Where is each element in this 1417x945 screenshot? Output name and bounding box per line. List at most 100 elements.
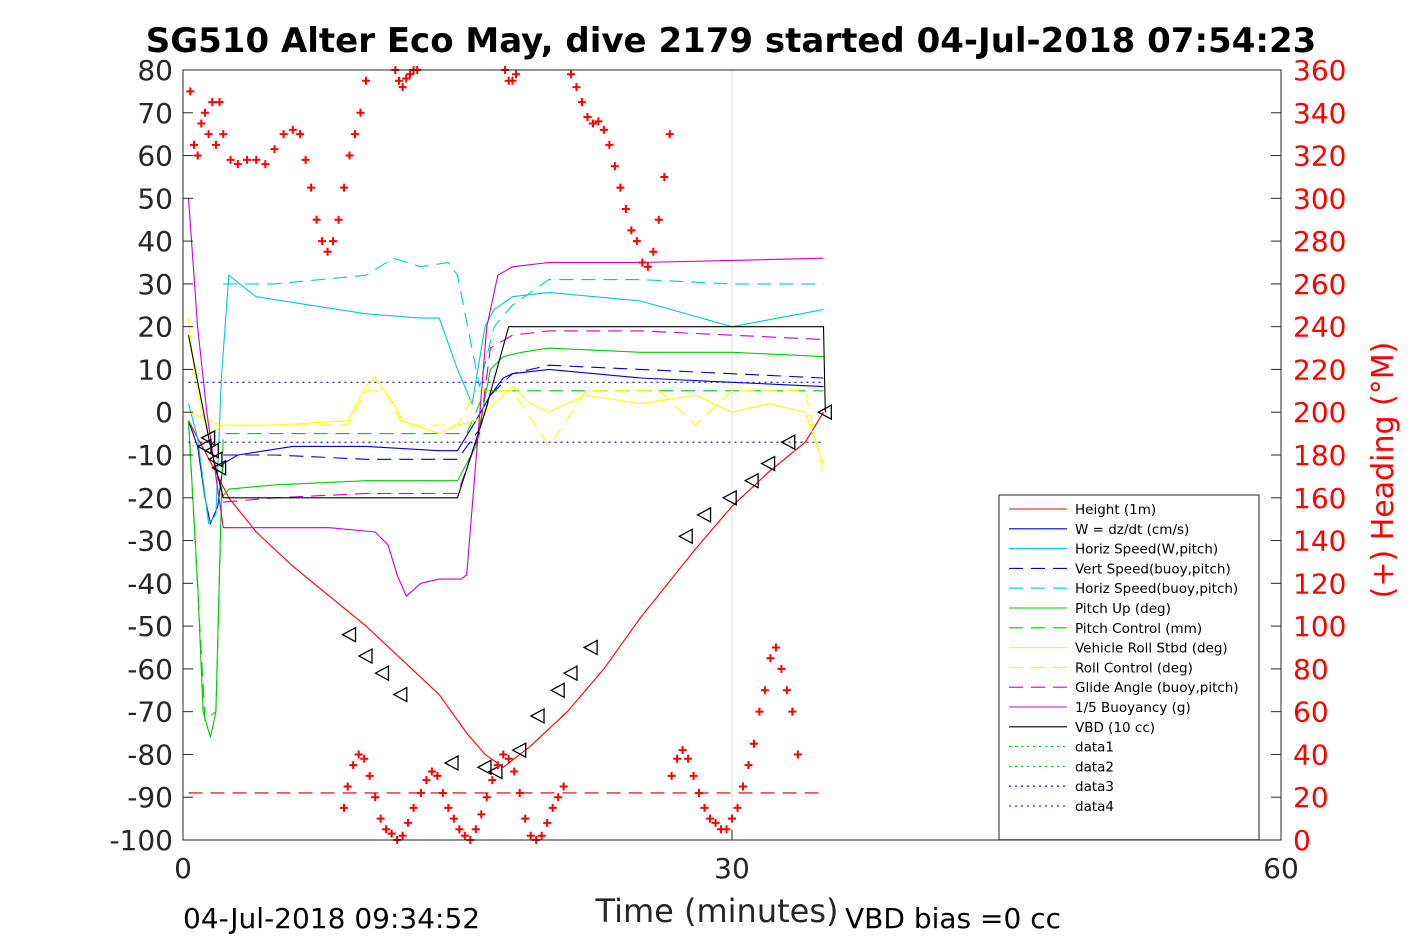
y-tick-label: -80 <box>127 738 173 771</box>
heading-point <box>660 172 669 181</box>
vbd-marker <box>721 489 737 506</box>
vbd-marker <box>529 707 545 725</box>
heading-point <box>504 754 513 763</box>
y2-tick-label: 20 <box>1293 781 1329 814</box>
heading-point <box>638 258 647 267</box>
heading-point <box>193 151 202 160</box>
heading-point <box>387 829 396 838</box>
footer-vbd-bias: VBD bias =0 cc <box>845 902 1061 935</box>
heading-point <box>471 825 480 834</box>
chart-title: SG510 Alter Eco May, dive 2179 started 0… <box>146 21 1317 61</box>
vbd-marker <box>200 429 216 446</box>
vbd-marker <box>211 459 227 476</box>
y-tick-label: 70 <box>137 97 173 130</box>
heading-point <box>667 771 676 780</box>
heading-point <box>654 215 663 224</box>
series-line-8 <box>188 390 825 477</box>
heading-point <box>444 803 453 812</box>
heading-point <box>243 155 252 164</box>
heading-point <box>627 226 636 235</box>
heading-point <box>404 818 413 827</box>
y-tick-label: 0 <box>155 396 173 429</box>
series-line-1 <box>187 368 824 526</box>
heading-point <box>449 814 458 823</box>
y2-tick-label: 340 <box>1293 97 1346 130</box>
y-tick-label: -20 <box>127 482 173 515</box>
legend: Height (1m) W = dz/dt (cm/s) Horiz Speed(W… <box>998 494 1260 841</box>
heading-point <box>340 803 349 812</box>
heading-point <box>323 247 332 256</box>
heading-point <box>334 215 343 224</box>
heading-point <box>543 818 552 827</box>
heading-point <box>318 237 327 246</box>
heading-point <box>405 70 414 79</box>
heading-point <box>226 155 235 164</box>
heading-point <box>460 831 469 840</box>
y-tick-label: -50 <box>127 610 173 643</box>
heading-point <box>186 87 195 96</box>
y2-tick-label: 80 <box>1293 653 1329 686</box>
heading-point <box>477 810 486 819</box>
heading-point <box>583 113 592 122</box>
heading-point <box>793 750 802 759</box>
y-tick-label: 60 <box>137 140 173 173</box>
y-tick-label: 50 <box>137 182 173 215</box>
heading-point <box>340 183 349 192</box>
y-tick-label: -70 <box>127 696 173 729</box>
y2-tick-label: 360 <box>1293 54 1346 87</box>
heading-point <box>376 814 385 823</box>
heading-point <box>577 98 586 107</box>
heading-point <box>665 130 674 139</box>
heading-point <box>738 782 747 791</box>
heading-point <box>270 145 279 154</box>
heading-point <box>301 155 310 164</box>
series-line-2 <box>187 274 824 525</box>
heading-point <box>402 74 411 83</box>
legend-entry: Vehicle Roll Stbd (deg) <box>1075 641 1228 657</box>
y2-tick-label: 60 <box>1293 696 1329 729</box>
y-tick-label: 10 <box>137 353 173 386</box>
heading-point <box>382 825 391 834</box>
heading-point <box>572 83 581 92</box>
y-tick-label: 30 <box>137 268 173 301</box>
heading-point <box>621 205 630 214</box>
series-line-10 <box>187 198 824 598</box>
heading-point <box>197 119 206 128</box>
vbd-marker <box>562 665 578 682</box>
series-line-9 <box>223 330 824 503</box>
heading-point <box>208 98 217 107</box>
heading-point <box>722 825 731 834</box>
vbd-marker <box>511 742 527 759</box>
heading-point <box>599 125 608 134</box>
vbd-marker <box>207 451 223 468</box>
vbd-marker <box>487 763 503 780</box>
legend-entry: 1/5 Buoyancy (g) <box>1075 700 1191 716</box>
heading-point <box>594 117 603 126</box>
heading-point <box>643 262 652 271</box>
heading-point <box>744 761 753 770</box>
heading-point <box>610 162 619 171</box>
heading-point <box>189 140 198 149</box>
heading-point <box>427 767 436 776</box>
vbd-marker <box>816 404 832 421</box>
heading-point <box>360 754 369 763</box>
heading-point <box>351 130 360 139</box>
right-y-axis: 3603403203002802602402202001801601401201… <box>1271 54 1346 857</box>
heading-point <box>362 76 370 85</box>
heading-point <box>588 119 597 128</box>
heading-point <box>695 788 704 797</box>
vbd-marker <box>677 528 693 545</box>
heading-point <box>398 831 407 840</box>
y2-tick-label: 180 <box>1293 439 1346 472</box>
heading-point <box>438 788 447 797</box>
heading-point <box>371 793 380 802</box>
heading-point <box>510 767 519 776</box>
heading-point <box>422 776 431 785</box>
heading-point <box>515 788 524 797</box>
y2-tick-label: 40 <box>1293 738 1329 771</box>
heading-point <box>673 754 682 763</box>
heading-point <box>749 739 758 748</box>
heading-point <box>526 831 535 840</box>
heading-point <box>788 707 797 716</box>
vbd-marker <box>357 647 373 665</box>
